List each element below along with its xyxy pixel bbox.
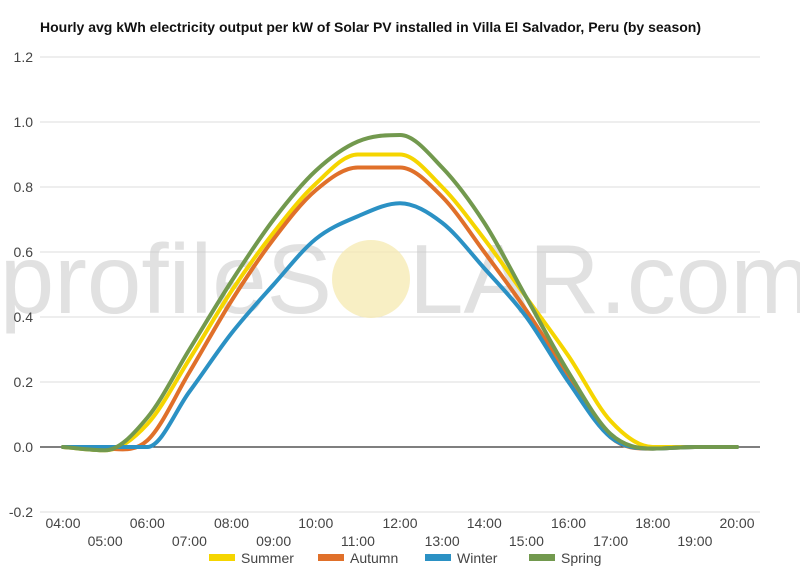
x-tick-label: 12:00 — [382, 515, 417, 531]
y-tick-label: -0.2 — [9, 504, 33, 520]
watermark-sun-icon — [332, 240, 410, 318]
legend-swatch — [425, 554, 451, 561]
x-tick-label: 20:00 — [719, 515, 754, 531]
y-tick-label: 0.8 — [14, 179, 34, 195]
x-tick-label: 04:00 — [45, 515, 80, 531]
x-tick-label: 05:00 — [88, 533, 123, 549]
legend-item-winter[interactable]: Winter — [425, 550, 498, 566]
x-tick-label: 16:00 — [551, 515, 586, 531]
legend-item-autumn[interactable]: Autumn — [318, 550, 398, 566]
x-tick-label: 18:00 — [635, 515, 670, 531]
legend-swatch — [318, 554, 344, 561]
legend-label: Spring — [561, 550, 601, 566]
y-tick-label: 0.2 — [14, 374, 34, 390]
x-tick-label: 07:00 — [172, 533, 207, 549]
legend-label: Autumn — [350, 550, 398, 566]
x-tick-label: 19:00 — [677, 533, 712, 549]
legend-item-summer[interactable]: Summer — [209, 550, 294, 566]
watermark-text-left: profileS — [0, 224, 332, 334]
legend-label: Winter — [457, 550, 498, 566]
y-axis-tick-labels: 1.2 1.0 0.8 0.6 0.4 0.2 0.0 -0.2 — [9, 49, 33, 520]
y-tick-label: 0.6 — [14, 244, 34, 260]
legend-label: Summer — [241, 550, 294, 566]
x-tick-label: 15:00 — [509, 533, 544, 549]
x-tick-label: 06:00 — [130, 515, 165, 531]
series-line-spring — [61, 133, 739, 453]
x-tick-label: 10:00 — [298, 515, 333, 531]
x-tick-label: 08:00 — [214, 515, 249, 531]
y-tick-label: 0.4 — [14, 309, 34, 325]
legend-swatch — [529, 554, 555, 561]
x-tick-label: 09:00 — [256, 533, 291, 549]
series-line-summer — [61, 152, 739, 453]
legend[interactable]: Summer Autumn Winter Spring — [209, 550, 601, 566]
watermark-text-right: LAR.com — [409, 224, 800, 334]
legend-item-spring[interactable]: Spring — [529, 550, 601, 566]
y-tick-label: 1.2 — [14, 49, 34, 65]
x-tick-label: 14:00 — [467, 515, 502, 531]
series-lines — [61, 133, 739, 453]
y-tick-label: 0.0 — [14, 439, 34, 455]
x-tick-label: 13:00 — [425, 533, 460, 549]
legend-swatch — [209, 554, 235, 561]
x-tick-label: 17:00 — [593, 533, 628, 549]
x-tick-label: 11:00 — [341, 533, 375, 549]
y-tick-label: 1.0 — [14, 114, 34, 130]
x-axis-tick-labels: 04:00 05:00 06:00 07:00 08:00 09:00 10:00 11:00… — [45, 515, 754, 549]
chart-title: Hourly avg kWh electricity output per kW… — [40, 19, 702, 35]
